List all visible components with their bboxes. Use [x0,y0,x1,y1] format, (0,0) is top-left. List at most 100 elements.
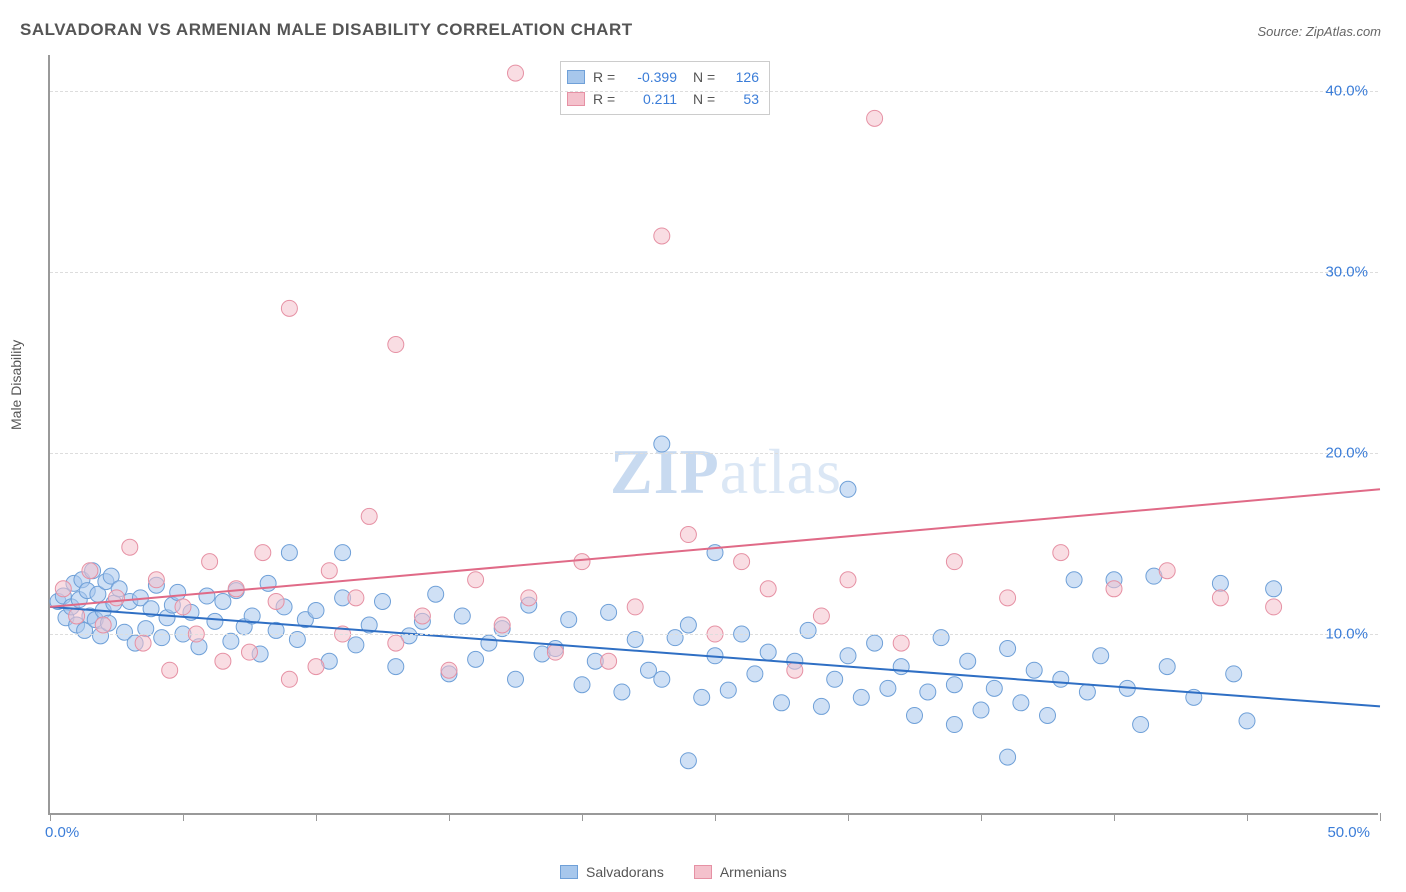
data-point [388,659,404,675]
legend-swatch [694,865,712,879]
data-point [281,671,297,687]
data-point [1212,575,1228,591]
data-point [734,554,750,570]
data-point [747,666,763,682]
stats-n-value: 53 [729,91,759,107]
data-point [840,648,856,664]
data-point [787,662,803,678]
data-point [1013,695,1029,711]
data-point [348,590,364,606]
data-point [242,644,258,660]
x-tick [1380,813,1381,821]
data-point [853,689,869,705]
data-point [760,581,776,597]
data-point [813,608,829,624]
data-point [375,593,391,609]
x-axis-label-min: 0.0% [45,824,79,841]
data-point [321,563,337,579]
data-point [601,653,617,669]
data-point [1040,707,1056,723]
data-point [880,680,896,696]
data-point [840,572,856,588]
data-point [973,702,989,718]
data-point [215,653,231,669]
data-point [223,633,239,649]
data-point [694,689,710,705]
data-point [1053,545,1069,561]
gridline [50,634,1378,635]
data-point [175,599,191,615]
data-point [574,554,590,570]
stats-swatch [567,92,585,106]
data-point [1026,662,1042,678]
data-point [361,508,377,524]
data-point [109,590,125,606]
data-point [680,617,696,633]
y-tick-label: 20.0% [1325,445,1368,462]
data-point [800,622,816,638]
data-point [760,644,776,660]
data-point [561,612,577,628]
data-point [82,563,98,579]
stats-row: R =-0.399N =126 [567,66,759,88]
data-point [667,630,683,646]
data-point [1000,641,1016,657]
data-point [207,613,223,629]
legend-label: Armenians [720,864,787,880]
data-point [1000,749,1016,765]
data-point [135,635,151,651]
data-point [1159,659,1175,675]
data-point [228,581,244,597]
data-point [215,593,231,609]
legend-label: Salvadorans [586,864,664,880]
data-point [454,608,470,624]
x-tick [183,813,184,821]
x-tick [1247,813,1248,821]
y-tick-label: 10.0% [1325,626,1368,643]
data-point [148,572,164,588]
data-point [720,682,736,698]
gridline [50,453,1378,454]
data-point [1159,563,1175,579]
trend-line [50,489,1380,607]
data-point [1000,590,1016,606]
data-point [1106,581,1122,597]
data-point [946,717,962,733]
data-point [255,545,271,561]
data-point [348,637,364,653]
stats-n-label: N = [693,69,721,85]
data-point [1226,666,1242,682]
data-point [122,539,138,555]
data-point [920,684,936,700]
data-point [199,588,215,604]
source-attribution: Source: ZipAtlas.com [1257,24,1381,39]
x-tick [449,813,450,821]
gridline [50,272,1378,273]
data-point [680,527,696,543]
data-point [654,436,670,452]
data-point [468,651,484,667]
x-tick [50,813,51,821]
y-tick-label: 40.0% [1325,83,1368,100]
data-point [335,545,351,561]
chart-svg [50,55,1378,813]
data-point [481,635,497,651]
data-point [414,608,430,624]
data-point [946,677,962,693]
data-point [680,753,696,769]
data-point [388,635,404,651]
data-point [907,707,923,723]
data-point [986,680,1002,696]
data-point [154,630,170,646]
x-tick [981,813,982,821]
x-tick [848,813,849,821]
y-tick-label: 30.0% [1325,264,1368,281]
data-point [170,584,186,600]
x-tick [582,813,583,821]
data-point [574,677,590,693]
data-point [281,300,297,316]
data-point [1239,713,1255,729]
data-point [95,617,111,633]
data-point [468,572,484,588]
bottom-legend: Salvadorans Armenians [560,864,787,880]
